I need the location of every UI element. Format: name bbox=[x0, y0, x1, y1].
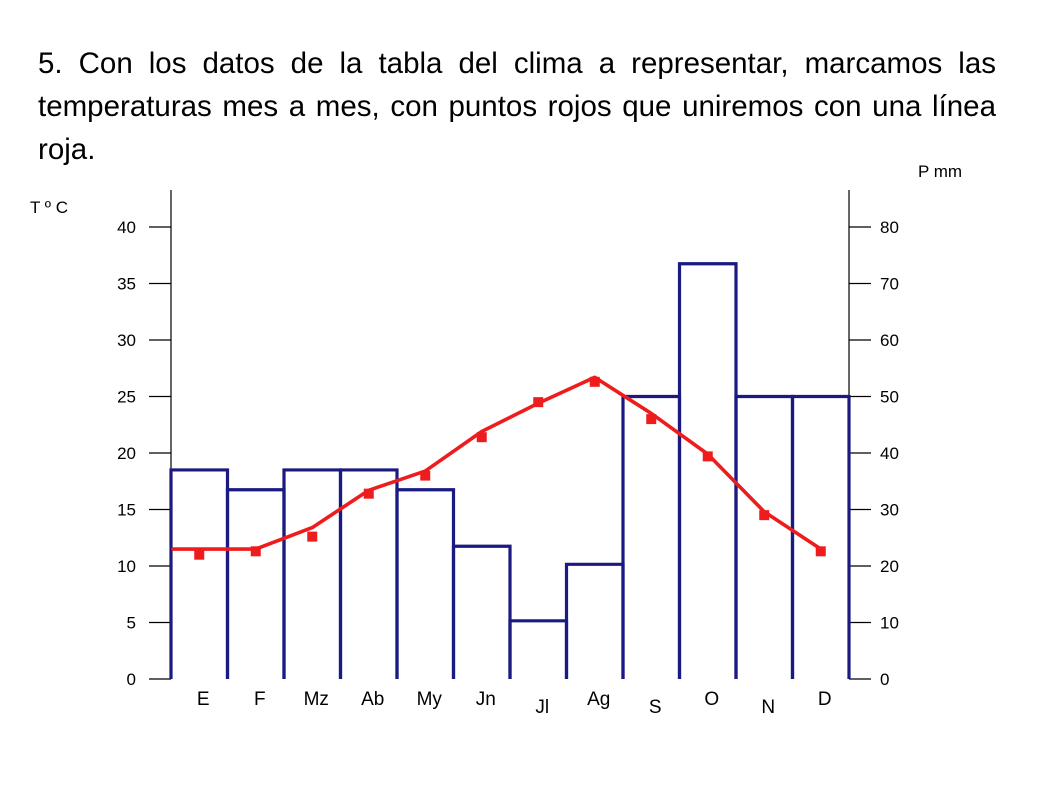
month-label-E: E bbox=[197, 689, 210, 710]
precip-bar-Mz bbox=[282, 468, 343, 679]
right-tick-label-70: 70 bbox=[880, 275, 899, 294]
precip-bar-Ag bbox=[564, 562, 625, 679]
temperature-line-group bbox=[171, 375, 823, 551]
left-tick-label-40: 40 bbox=[117, 218, 136, 237]
left-tick-label-15: 15 bbox=[117, 501, 136, 520]
left-tick-label-20: 20 bbox=[117, 444, 136, 463]
month-label-S: S bbox=[649, 697, 662, 718]
temp-point-S bbox=[646, 414, 657, 425]
temp-point-Ab bbox=[363, 488, 374, 499]
right-tick-label-40: 40 bbox=[880, 444, 899, 463]
right-tick-label-0: 0 bbox=[880, 670, 889, 689]
temperature-line bbox=[171, 375, 823, 551]
temp-point-D bbox=[815, 546, 826, 557]
temp-point-My bbox=[420, 470, 431, 481]
left-axis-title: T º C bbox=[30, 198, 69, 217]
precip-bar-N bbox=[734, 394, 795, 679]
precip-bar-My bbox=[395, 488, 456, 679]
month-label-N: N bbox=[761, 697, 775, 718]
temp-point-N bbox=[759, 510, 770, 521]
month-label-O: O bbox=[704, 689, 719, 710]
precip-bar-S bbox=[621, 394, 682, 679]
right-axis-title: P mm bbox=[918, 162, 963, 181]
precip-bar-Jl bbox=[508, 619, 569, 679]
left-tick-label-5: 5 bbox=[127, 614, 136, 633]
precip-bar-Jn bbox=[451, 544, 512, 679]
precip-bar-D bbox=[790, 394, 851, 679]
left-tick-label-35: 35 bbox=[117, 275, 136, 294]
month-label-Jl: Jl bbox=[535, 697, 549, 718]
temp-point-Mz bbox=[307, 531, 318, 542]
month-label-D: D bbox=[818, 689, 832, 710]
left-tick-label-30: 30 bbox=[117, 331, 136, 350]
right-tick-label-80: 80 bbox=[880, 218, 899, 237]
temp-point-E bbox=[194, 549, 205, 560]
left-tick-label-10: 10 bbox=[117, 557, 136, 576]
month-label-F: F bbox=[254, 689, 266, 710]
right-tick-label-10: 10 bbox=[880, 614, 899, 633]
right-tick-label-60: 60 bbox=[880, 331, 899, 350]
left-tick-label-25: 25 bbox=[117, 388, 136, 407]
month-label-Mz: Mz bbox=[304, 689, 329, 710]
right-tick-label-20: 20 bbox=[880, 557, 899, 576]
precip-bar-F bbox=[225, 488, 286, 679]
temp-point-Jn bbox=[476, 432, 487, 443]
month-label-Ab: Ab bbox=[361, 689, 384, 710]
month-label-Jn: Jn bbox=[476, 689, 496, 710]
month-label-Ag: Ag bbox=[587, 689, 610, 710]
temp-point-Jl bbox=[533, 397, 544, 408]
precip-bar-O bbox=[677, 262, 738, 679]
precipitation-bars bbox=[169, 262, 851, 679]
precip-bar-E bbox=[169, 468, 230, 679]
right-tick-label-50: 50 bbox=[880, 388, 899, 407]
left-tick-label-0: 0 bbox=[127, 670, 136, 689]
month-label-My: My bbox=[417, 689, 443, 710]
temp-point-Ag bbox=[589, 376, 600, 387]
right-tick-label-30: 30 bbox=[880, 501, 899, 520]
temperature-points bbox=[194, 376, 826, 560]
intro-text: 5. Con los datos de la tabla del clima a… bbox=[38, 47, 996, 166]
temp-point-F bbox=[250, 546, 261, 557]
temp-point-O bbox=[702, 451, 713, 462]
tick-labels: 0 5 10 15 20 25 30 35 40 0 10 20 30 40 50 60 70 80 E F Mz Ab M… bbox=[117, 218, 899, 718]
